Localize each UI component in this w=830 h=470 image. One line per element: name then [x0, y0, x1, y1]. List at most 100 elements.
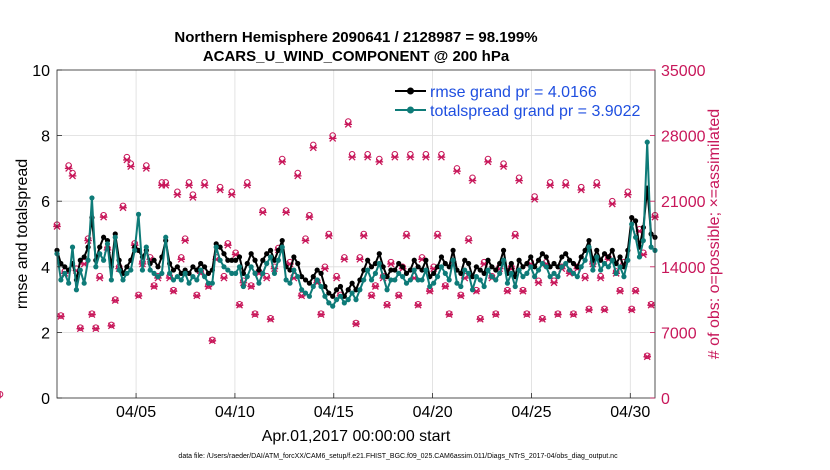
rmse-point	[357, 277, 363, 283]
totalspread-point	[291, 267, 297, 273]
obs-assimilated-point	[476, 315, 485, 323]
obs-assimilated-point	[600, 306, 609, 314]
obs-assimilated-point	[503, 287, 512, 295]
obs-possible-point	[108, 321, 115, 329]
obs-assimilated-point	[150, 283, 158, 290]
totalspread-point	[326, 300, 332, 306]
obs-possible-point	[511, 230, 519, 238]
rmse-point	[275, 247, 281, 253]
rmse-point	[198, 260, 204, 267]
totalspread-point	[97, 251, 103, 257]
totalspread-point	[466, 270, 472, 276]
rmse-point	[551, 260, 557, 267]
totalspread-point	[403, 280, 410, 286]
obs-possible-point	[535, 277, 542, 285]
rmse-point	[415, 264, 421, 270]
rmse-point	[609, 247, 615, 253]
obs-possible-point	[111, 296, 119, 303]
obs-assimilated-point	[422, 153, 430, 161]
obs-possible-point	[356, 254, 364, 261]
totalspread-point	[586, 244, 592, 250]
obs-assimilated-point	[325, 232, 333, 240]
totalspread-point	[485, 267, 491, 273]
totalspread-point	[147, 267, 153, 273]
obs-assimilated-point	[332, 274, 341, 282]
obs-assimilated-point	[453, 167, 461, 175]
rmse-point	[446, 264, 452, 270]
totalspread-point	[306, 293, 313, 299]
obs-assimilated-point	[192, 292, 201, 300]
totalspread-point	[365, 267, 371, 273]
rmse-point	[570, 260, 577, 267]
rmse-point	[349, 280, 355, 286]
obs-assimilated-point	[523, 311, 531, 319]
totalspread-point	[302, 290, 309, 296]
rmse-point	[543, 254, 549, 260]
obs-possible-point	[539, 315, 546, 322]
rmse-point	[205, 270, 212, 276]
obs-assimilated-point	[406, 153, 415, 161]
obs-assimilated-point	[107, 322, 116, 330]
totalspread-point	[190, 274, 196, 280]
obs-assimilated-point	[224, 241, 232, 249]
obs-possible-point	[88, 310, 96, 317]
totalspread-point	[388, 277, 394, 283]
obs-possible-point	[457, 291, 465, 299]
rmse-point	[326, 290, 332, 296]
obs-possible-point	[341, 254, 348, 261]
totalspread-point	[392, 277, 398, 283]
totalspread-point	[167, 270, 173, 276]
rmse-point	[489, 264, 495, 270]
totalspread-point	[380, 274, 386, 280]
obs-assimilated-point	[356, 255, 364, 263]
obs-possible-point	[403, 230, 410, 238]
x-axis-label: Apr.01,2017 00:00:00 start	[262, 428, 451, 445]
obs-assimilated-point	[68, 172, 77, 180]
obs-assimilated-point	[95, 274, 104, 282]
totalspread-point	[376, 260, 382, 267]
totalspread-point	[275, 257, 281, 263]
rmse-spread-series	[54, 139, 658, 309]
obs-possible-point	[306, 211, 313, 219]
obs-assimilated-point	[627, 306, 636, 314]
obs-assimilated-point	[585, 306, 593, 314]
obs-assimilated-point	[119, 204, 127, 212]
obs-possible-point	[177, 254, 185, 261]
plot-area	[57, 70, 655, 398]
totalspread-point	[201, 274, 208, 280]
obs-assimilated-point	[251, 311, 259, 319]
rmse-point	[520, 264, 526, 270]
rmse-point	[423, 257, 429, 263]
obs-possible-point	[372, 282, 379, 289]
obs-assimilated-point	[64, 164, 73, 172]
legend-rmse-label: rmse grand pr = 4.0166	[430, 84, 597, 101]
obs-assimilated-point	[371, 283, 380, 290]
obs-assimilated-point	[340, 255, 349, 263]
rmse-point	[601, 251, 608, 257]
obs-assimilated-point	[631, 287, 640, 295]
obs-possible-point	[181, 235, 189, 242]
totalspread-point	[205, 280, 212, 286]
obs-assimilated-point	[169, 287, 178, 295]
y-axis-right-label: # of obs: o=possible; ×=assimilated	[706, 109, 723, 359]
obs-assimilated-point	[266, 315, 275, 323]
rmse-point	[431, 270, 437, 276]
totalspread-point	[415, 277, 421, 283]
obs-possible-point	[383, 300, 391, 308]
obs-possible-point	[523, 310, 531, 317]
obs-assimilated-point	[538, 315, 547, 323]
totalspread-point	[256, 280, 262, 286]
obs-possible-point	[92, 324, 100, 332]
x-tick-label: 04/25	[511, 404, 551, 421]
obs-possible-point	[232, 249, 239, 257]
obs-assimilated-point	[220, 274, 228, 282]
totalspread-point	[178, 277, 184, 283]
rmse-point	[244, 260, 250, 267]
obs-possible-point	[616, 286, 624, 294]
totalspread-point	[372, 270, 379, 276]
obs-possible-point	[360, 230, 368, 238]
rmse-point	[279, 237, 285, 244]
totalspread-point	[194, 277, 200, 283]
totalspread-point	[532, 274, 538, 280]
